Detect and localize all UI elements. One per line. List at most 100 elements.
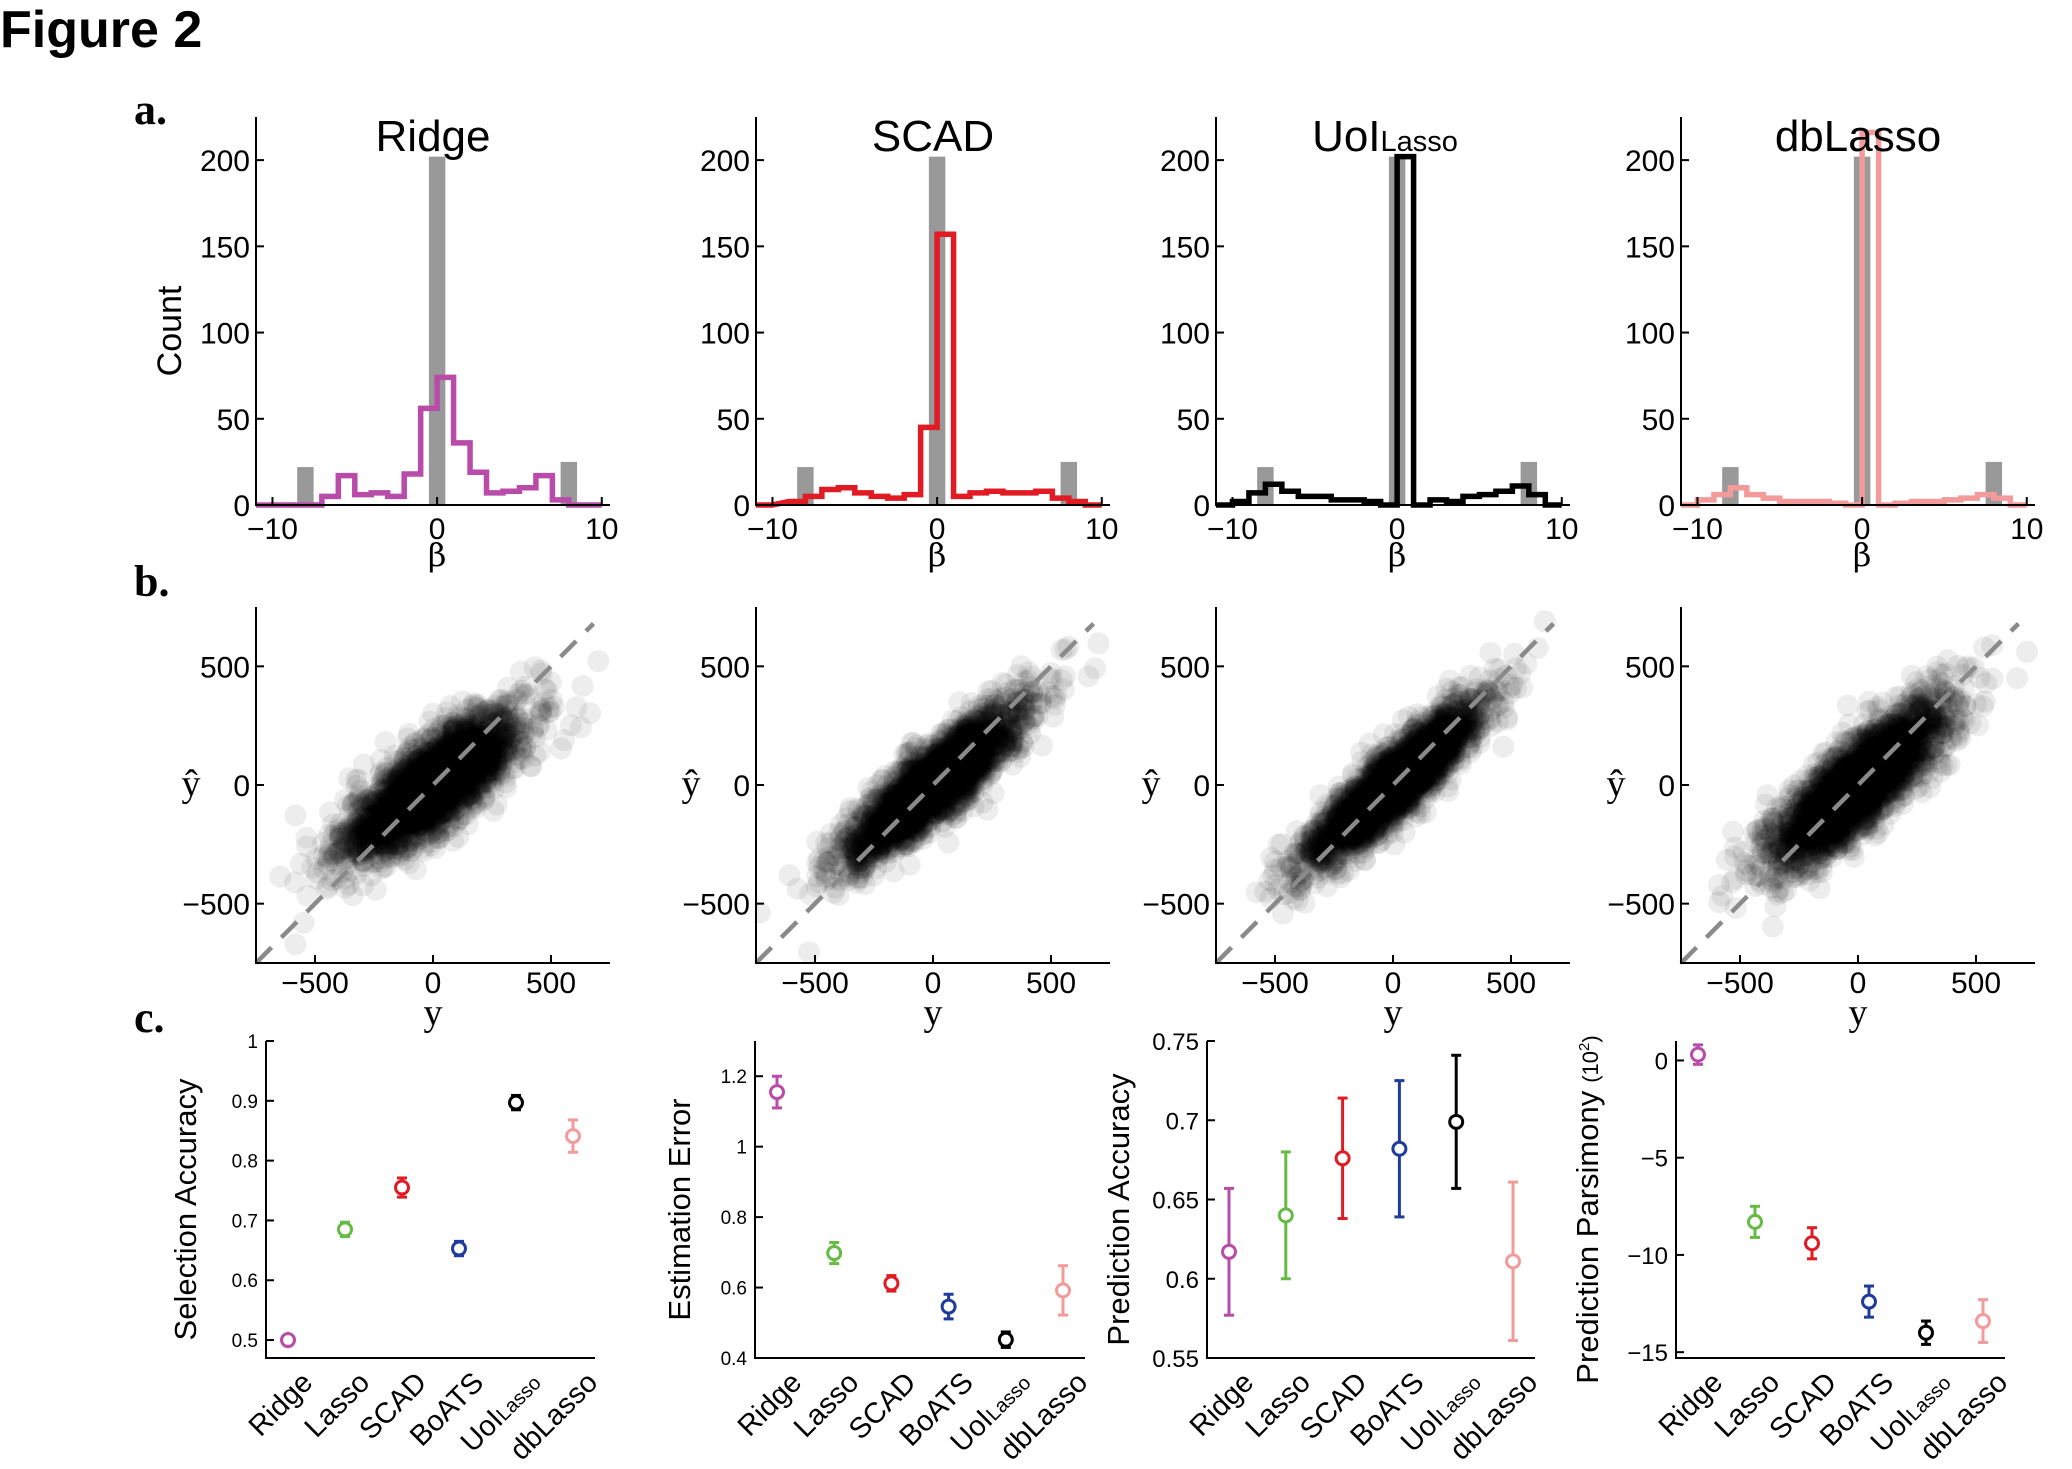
scatter-point: [418, 771, 441, 794]
scatter-point: [422, 702, 445, 725]
scatter-point: [478, 760, 501, 783]
scatter-point: [328, 827, 351, 850]
scatter-point: [377, 836, 400, 859]
scatter-point: [413, 764, 436, 787]
scatter-point: [425, 775, 448, 798]
scatter-point: [364, 824, 387, 847]
scatter-point: [419, 759, 442, 782]
scatter-point: [385, 834, 408, 857]
scatter-point: [312, 832, 335, 855]
scatter-point: [392, 774, 415, 797]
scatter-point: [387, 794, 410, 817]
scatter-point: [464, 752, 487, 775]
scatter-point: [426, 765, 449, 788]
scatter-point: [449, 796, 472, 819]
scatter-point: [429, 746, 452, 769]
scatter-point: [450, 751, 473, 774]
scatter-point: [475, 771, 498, 794]
scatter-point: [484, 744, 507, 767]
scatter-point: [416, 809, 439, 832]
scatter-point: [473, 735, 496, 758]
scatter-point: [404, 745, 427, 768]
scatter-point: [537, 697, 560, 720]
scatter-point: [402, 778, 425, 801]
scatter-point: [332, 822, 355, 845]
scatter-point: [440, 740, 463, 763]
scatter-point: [329, 824, 352, 847]
scatter-point: [401, 790, 424, 813]
scatter-point: [439, 799, 462, 822]
scatter-point: [432, 784, 455, 807]
scatter-point: [441, 829, 464, 852]
scatter-point: [467, 751, 490, 774]
scatter-point: [417, 783, 440, 806]
scatter-point: [432, 747, 455, 770]
scatter-point: [433, 743, 456, 766]
scatter-point: [378, 796, 401, 819]
scatter-point: [404, 830, 427, 853]
scatter-point: [455, 785, 478, 808]
scatter-point: [432, 747, 455, 770]
scatter-point: [469, 772, 492, 795]
scatter-point: [399, 806, 422, 829]
scatter-point: [425, 787, 448, 810]
scatter-point: [354, 819, 377, 842]
scatter-point: [445, 775, 468, 798]
scatter-point: [440, 784, 463, 807]
scatter-point: [366, 836, 389, 859]
scatter-point: [357, 832, 380, 855]
scatter-point: [424, 818, 447, 841]
scatter-point: [425, 777, 448, 800]
scatter-point: [342, 838, 365, 861]
scatter-point: [494, 721, 517, 744]
scatter-point: [475, 731, 498, 754]
scatter-point: [479, 749, 502, 772]
scatter-point: [365, 803, 388, 826]
scatter-point: [486, 737, 509, 760]
scatter-point: [483, 751, 506, 774]
scatter-point: [403, 757, 426, 780]
scatter-point: [465, 705, 488, 728]
scatter-point: [331, 860, 354, 883]
scatter-point: [407, 782, 430, 805]
scatter-point: [360, 794, 383, 817]
scatter-point: [402, 738, 425, 761]
scatter-point: [407, 748, 430, 771]
scatter-point: [403, 765, 426, 788]
scatter-point: [372, 832, 395, 855]
scatter-point: [407, 773, 430, 796]
scatter-point: [363, 850, 386, 873]
scatter-point: [426, 783, 449, 806]
scatter-point: [434, 799, 457, 822]
scatter-point: [420, 788, 443, 811]
scatter-point: [441, 780, 464, 803]
scatter-point: [362, 809, 385, 832]
scatter-point: [398, 773, 421, 796]
scatter-point: [418, 805, 441, 828]
scatter-point: [404, 826, 427, 849]
x-axis-label: β: [928, 536, 947, 574]
scatter-point: [376, 832, 399, 855]
scatter-point: [348, 790, 371, 813]
scatter-point: [401, 807, 424, 830]
scatter-point: [485, 694, 508, 717]
scatter-point: [473, 749, 496, 772]
x-tick-label: 10: [2010, 513, 2043, 546]
scatter-point: [424, 767, 447, 790]
scatter-point: [463, 725, 486, 748]
scatter-point: [473, 747, 496, 770]
scatter-point: [471, 739, 494, 762]
scatter-point: [441, 719, 464, 742]
scatter-point: [313, 857, 336, 880]
scatter-point: [446, 743, 469, 766]
scatter-point: [412, 768, 435, 791]
scatter-point: [409, 776, 432, 799]
scatter-point: [424, 786, 447, 809]
scatter-point: [428, 761, 451, 784]
scatter-point: [389, 767, 412, 790]
scatter-point: [440, 752, 463, 775]
scatter-point: [458, 742, 481, 765]
scatter-point: [375, 836, 398, 859]
